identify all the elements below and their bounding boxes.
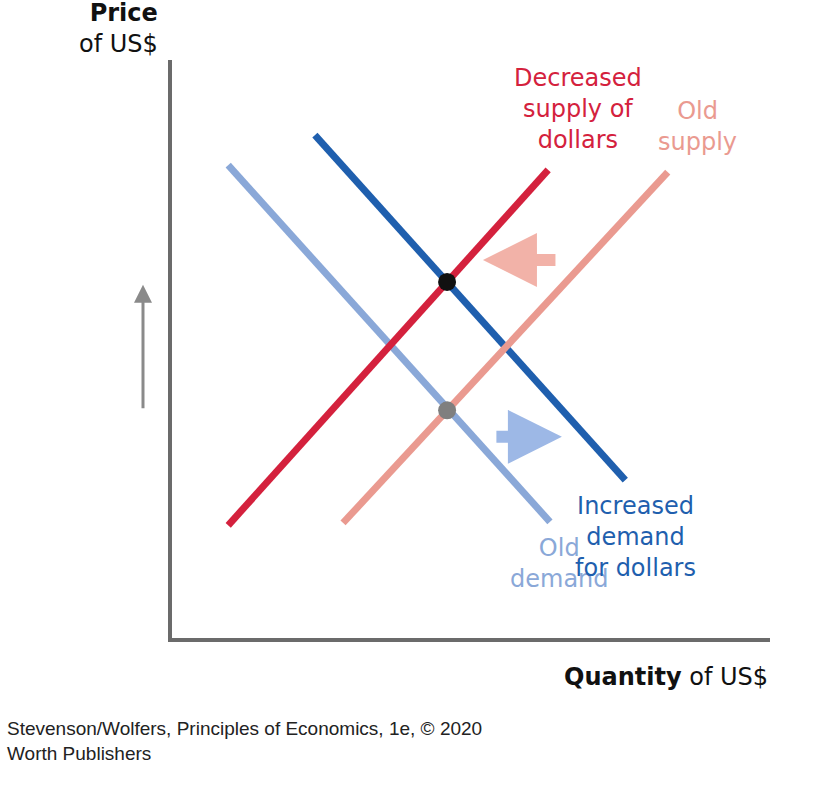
svg-text:Oldsupply: Oldsupply	[658, 97, 737, 156]
svg-text:Stevenson/Wolfers, Principles: Stevenson/Wolfers, Principles of Economi…	[7, 718, 482, 764]
svg-text:Olddemand: Olddemand	[510, 534, 609, 593]
svg-text:Increaseddemandfor dollars: Increaseddemandfor dollars	[575, 492, 696, 582]
svg-text:Quantity of US$: Quantity of US$	[564, 663, 768, 691]
svg-text:Priceof US$: Priceof US$	[79, 0, 158, 58]
svg-text:Decreasedsupply ofdollars: Decreasedsupply ofdollars	[514, 64, 642, 154]
